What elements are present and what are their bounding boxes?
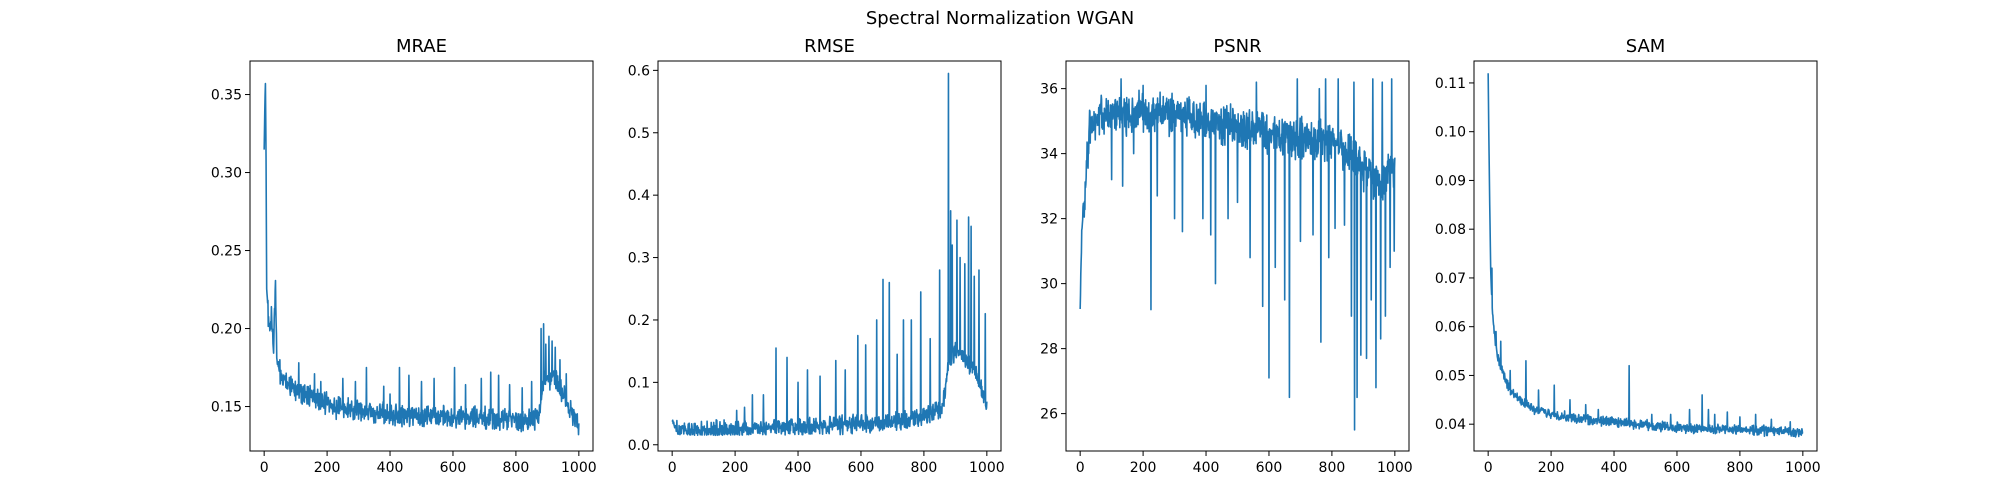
figure-title: Spectral Normalization WGAN — [866, 8, 1134, 29]
psnr-x-tick-label: 600 — [1256, 460, 1283, 476]
subplot-mrae: MRAE 0 200 400 600 800 1000 0.15 0.20 0.25 0.30 0.3… — [211, 36, 597, 476]
mrae-x-tick-label: 200 — [314, 460, 341, 476]
rmse-y-tick-label: 0.1 — [628, 375, 650, 391]
psnr-y-tick-label: 28 — [1040, 342, 1058, 358]
subplot-sam: SAM 0 200 400 600 800 1000 0.04 0.05 0.06 0.07 0.08… — [1435, 36, 1821, 476]
mrae-x-tick-label: 1000 — [561, 460, 597, 476]
mrae-y-tick-label: 0.15 — [211, 400, 242, 416]
psnr-series-line — [1079, 78, 1396, 431]
psnr-y-tick-label: 34 — [1040, 147, 1058, 163]
subplot-psnr: PSNR 0 200 400 600 800 1000 26 28 30 32 34 36 — [1040, 36, 1412, 476]
rmse-x-tick-label: 800 — [911, 460, 938, 476]
rmse-title: RMSE — [804, 36, 855, 57]
sam-y-tick-label: 0.05 — [1435, 368, 1466, 384]
sam-y-tick-label: 0.11 — [1435, 76, 1466, 92]
rmse-y-tick-label: 0.5 — [628, 126, 650, 142]
mrae-y-tick-label: 0.25 — [211, 244, 242, 260]
rmse-y-tick-label: 0.4 — [628, 188, 650, 204]
mrae-series-line — [263, 82, 580, 436]
psnr-x-tick-label: 1000 — [1377, 460, 1413, 476]
sam-x-tick-label: 1000 — [1785, 460, 1821, 476]
sam-y-tick-label: 0.08 — [1435, 222, 1466, 238]
mrae-y-tick-label: 0.35 — [211, 88, 242, 104]
rmse-x-tick-label: 200 — [722, 460, 749, 476]
rmse-y-tick-label: 0.0 — [628, 438, 650, 454]
psnr-plot-frame — [1065, 60, 1410, 452]
mrae-x-tick-label: 400 — [377, 460, 404, 476]
sam-y-tick-label: 0.04 — [1435, 417, 1466, 433]
rmse-y-tick-label: 0.2 — [628, 313, 650, 329]
psnr-x-tick-label: 400 — [1193, 460, 1220, 476]
sam-plot-frame — [1473, 60, 1818, 452]
psnr-title: PSNR — [1213, 36, 1261, 57]
sam-title: SAM — [1626, 36, 1666, 57]
mrae-y-tick-label: 0.30 — [211, 166, 242, 182]
psnr-y-tick-label: 30 — [1040, 277, 1058, 293]
sam-y-tick-label: 0.10 — [1435, 125, 1466, 141]
mrae-x-tick-label: 800 — [503, 460, 530, 476]
rmse-x-tick-label: 1000 — [969, 460, 1005, 476]
mrae-plot-frame — [249, 60, 594, 452]
rmse-x-tick-label: 400 — [785, 460, 812, 476]
psnr-x-tick-label: 200 — [1130, 460, 1157, 476]
sam-y-tick-label: 0.09 — [1435, 173, 1466, 189]
sam-y-tick-label: 0.06 — [1435, 320, 1466, 336]
sam-series-line — [1487, 73, 1804, 438]
rmse-x-tick-label: 600 — [848, 460, 875, 476]
psnr-y-tick-label: 32 — [1040, 212, 1058, 228]
mrae-x-tick-label: 600 — [440, 460, 467, 476]
psnr-y-tick-label: 26 — [1040, 407, 1058, 423]
sam-x-tick-label: 800 — [1727, 460, 1754, 476]
subplot-rmse: RMSE 0 200 400 600 800 1000 0.0 0.1 0.2 0.3 0.4 0.5 0… — [628, 36, 1005, 476]
sam-x-tick-label: 0 — [1484, 460, 1493, 476]
rmse-y-tick-label: 0.6 — [628, 63, 650, 79]
rmse-series-line — [671, 72, 988, 437]
sam-x-tick-label: 600 — [1664, 460, 1691, 476]
psnr-y-tick-label: 36 — [1040, 82, 1058, 98]
mrae-title: MRAE — [396, 36, 447, 57]
psnr-x-tick-label: 0 — [1076, 460, 1085, 476]
rmse-plot-frame — [657, 60, 1002, 452]
mrae-y-tick-label: 0.20 — [211, 322, 242, 338]
sam-x-tick-label: 400 — [1601, 460, 1628, 476]
psnr-x-tick-label: 800 — [1319, 460, 1346, 476]
sam-y-tick-label: 0.07 — [1435, 271, 1466, 287]
sam-x-tick-label: 200 — [1538, 460, 1565, 476]
mrae-x-tick-label: 0 — [260, 460, 269, 476]
rmse-x-tick-label: 0 — [668, 460, 677, 476]
rmse-y-tick-label: 0.3 — [628, 251, 650, 267]
